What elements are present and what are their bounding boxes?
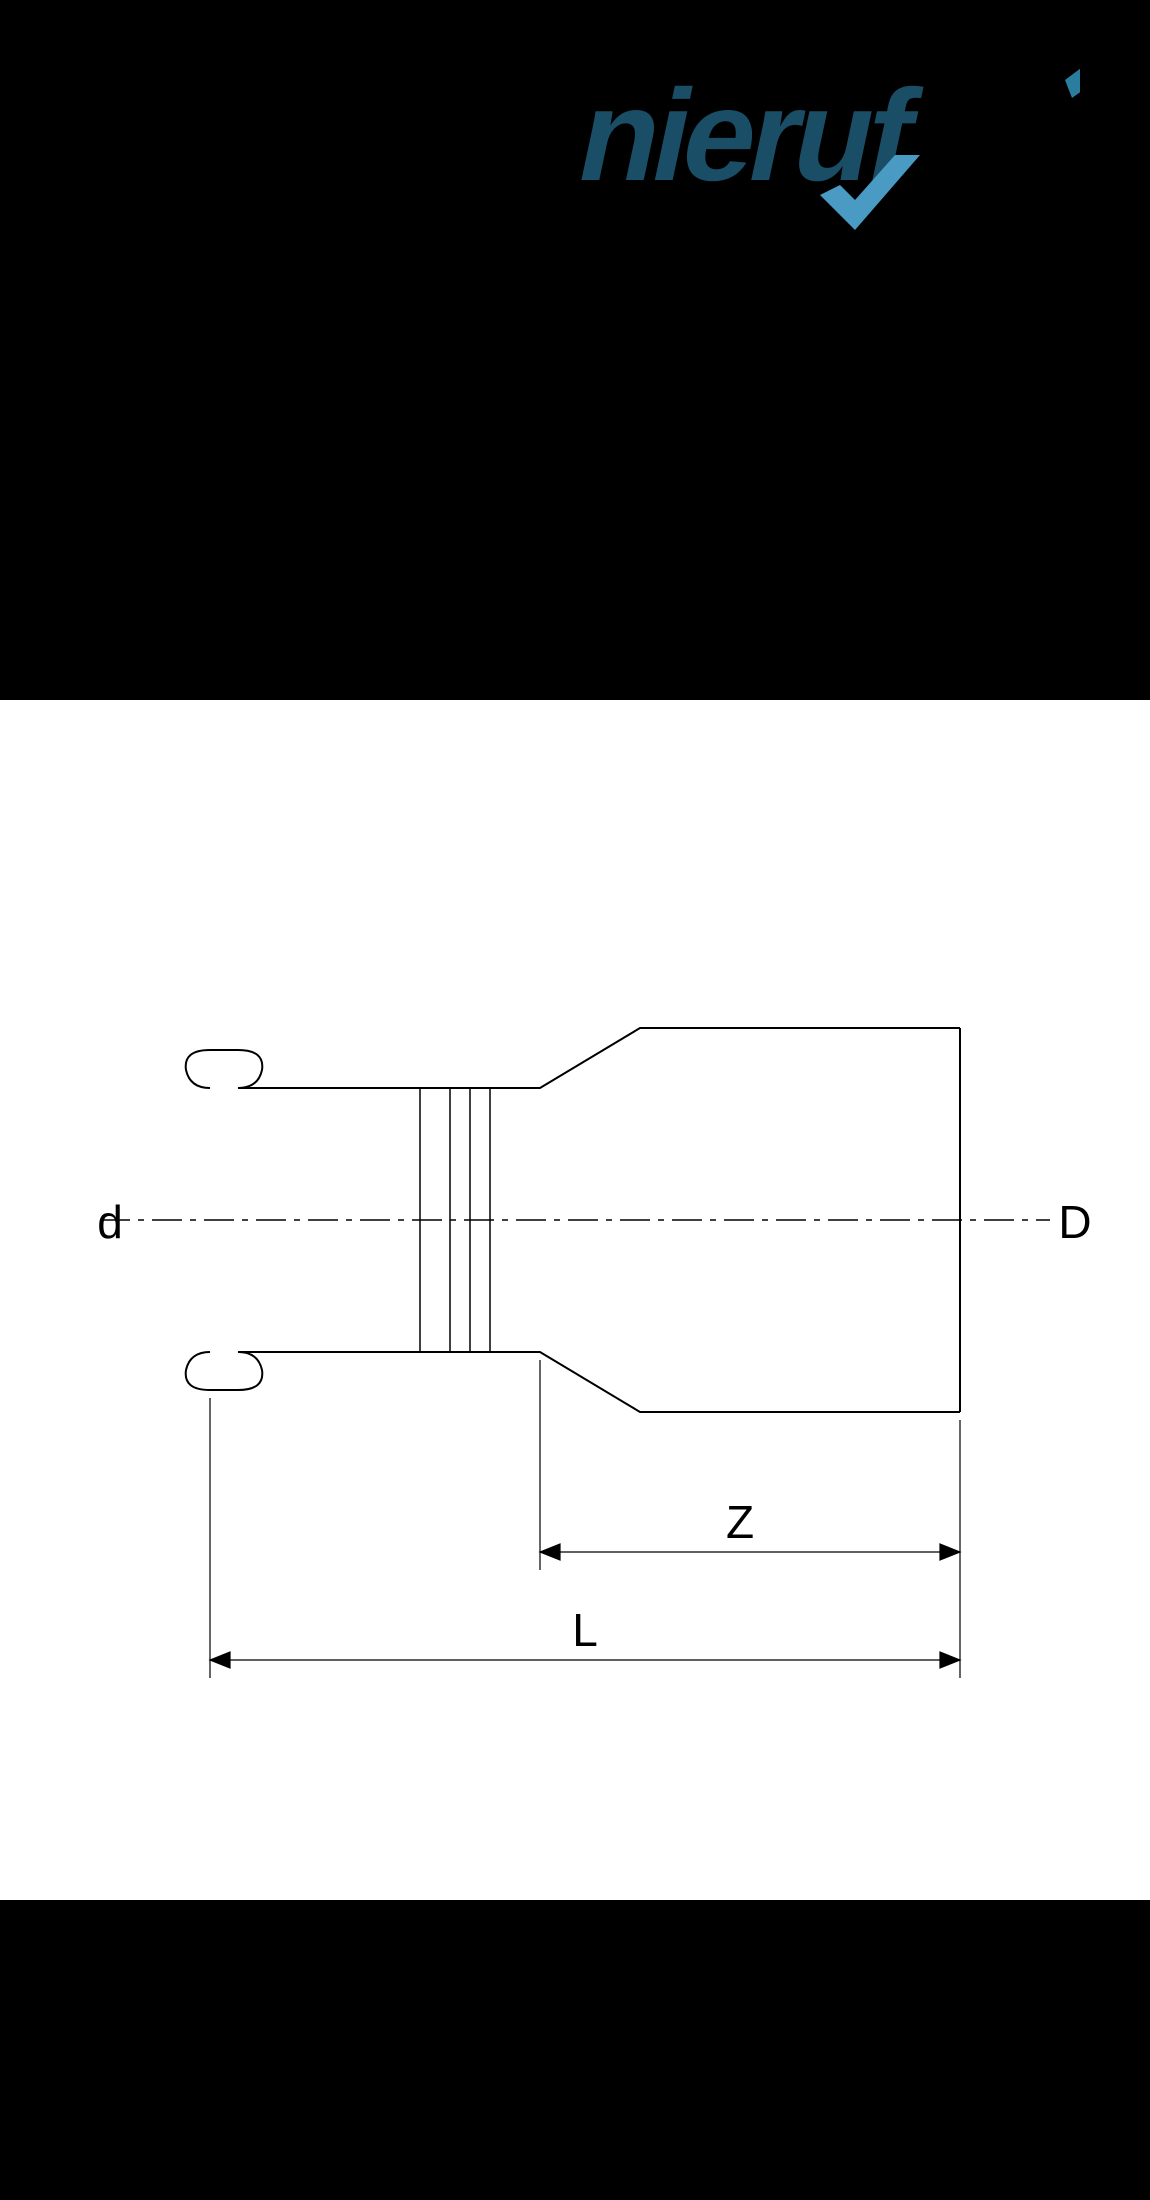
label-z: Z [726,1496,754,1548]
logo: nieruf [560,50,1080,255]
label-D: D [1058,1196,1091,1248]
label-l: L [572,1604,598,1656]
fitting-drawing: Z L d D [0,700,1150,1900]
label-d: d [97,1196,123,1248]
technical-diagram: Z L d D [0,700,1150,1900]
